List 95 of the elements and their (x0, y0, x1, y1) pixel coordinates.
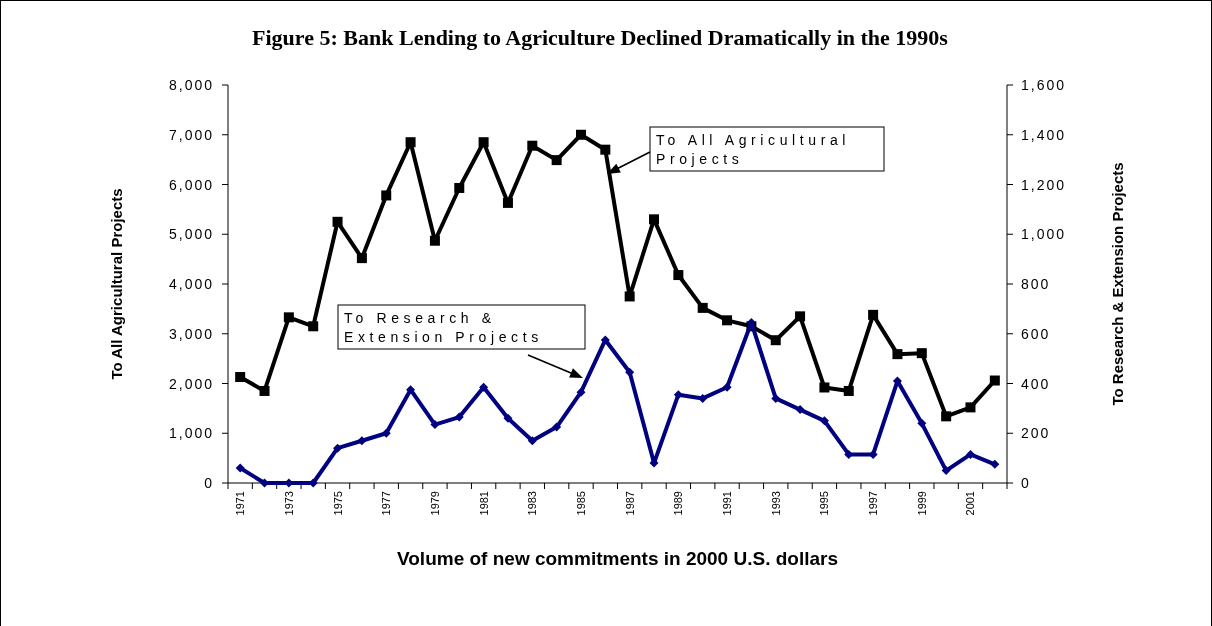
point (868, 309, 879, 320)
point (478, 137, 489, 148)
x-tick-label: 1987 (623, 491, 636, 516)
point (502, 197, 513, 208)
point (989, 375, 1000, 386)
point (551, 155, 562, 166)
point (259, 385, 270, 396)
x-tick-label: 1989 (672, 491, 685, 516)
x-tick-label: 1977 (380, 491, 393, 516)
point (381, 190, 392, 201)
point (770, 335, 781, 346)
point (819, 382, 830, 393)
point (795, 405, 805, 415)
x-tick-label: 1979 (428, 491, 441, 516)
y-tick-label: 6,000 (168, 176, 214, 193)
point (892, 349, 903, 360)
y2-tick-label: 200 (1021, 425, 1051, 442)
point (624, 291, 635, 302)
point (917, 418, 927, 428)
x-tick-label: 2001 (964, 491, 977, 516)
point (941, 466, 951, 476)
point (673, 390, 683, 400)
x-tick-label: 1975 (331, 491, 344, 516)
x-tick-label: 1985 (574, 491, 587, 516)
y-tick-label: 5,000 (168, 226, 214, 243)
x-tick-label: 1971 (234, 491, 247, 516)
point (356, 253, 367, 264)
x-tick-label: 1973 (282, 491, 295, 516)
y2-tick-label: 400 (1021, 375, 1051, 392)
y2-tick-label: 1,000 (1021, 226, 1067, 243)
x-tick-label: 1999 (915, 491, 928, 516)
x-axis-title: Volume of new commitments in 2000 U.S. dollars (397, 548, 838, 569)
point (429, 235, 440, 246)
point (916, 348, 927, 359)
point (625, 367, 635, 377)
y2-tick-label: 800 (1021, 276, 1051, 292)
point (454, 412, 464, 422)
point (795, 311, 806, 322)
y2-tick-label: 1,200 (1021, 176, 1067, 193)
point (843, 385, 854, 396)
point (941, 411, 952, 422)
y2-tick-label: 0 (1021, 475, 1031, 491)
point (308, 321, 319, 332)
point (454, 182, 465, 193)
point (576, 387, 586, 397)
point (283, 312, 294, 323)
point (235, 463, 245, 473)
point (965, 402, 976, 413)
point (649, 214, 660, 225)
point (235, 372, 246, 383)
point (673, 270, 684, 281)
y2-tick-label: 600 (1021, 325, 1051, 342)
y-tick-label: 2,000 (168, 375, 214, 392)
point (722, 382, 732, 392)
point (357, 436, 367, 446)
annotation: To Research & Extension Projects (344, 310, 543, 345)
x-tick-label: 1983 (526, 491, 539, 516)
point (503, 413, 513, 423)
point (697, 302, 708, 313)
point (600, 144, 611, 155)
y-tick-label: 4,000 (168, 276, 214, 292)
point (771, 393, 781, 403)
point (406, 385, 416, 395)
x-tick-label: 1991 (721, 491, 734, 516)
x-tick-label: 1993 (769, 491, 782, 516)
y2-axis-title: To Research & Extension Projects (1109, 162, 1126, 406)
point (575, 129, 586, 140)
chart-title: Figure 5: Bank Lending to Agriculture Declined Dramatically in the 1990s (252, 25, 949, 50)
point (965, 449, 975, 459)
point (479, 382, 489, 392)
point (698, 393, 708, 403)
point (527, 436, 537, 446)
x-tick-label: 1981 (477, 491, 490, 516)
y2-tick-label: 1,600 (1021, 77, 1067, 93)
point (332, 216, 343, 227)
y-tick-label: 7,000 (168, 126, 214, 143)
point (990, 459, 1000, 469)
x-tick-label: 1995 (818, 491, 831, 516)
x-tick-label: 1997 (867, 491, 880, 516)
y-tick-label: 1,000 (168, 425, 214, 442)
point (430, 420, 440, 430)
point (600, 335, 610, 345)
annotation: To All Agricultural Projects (656, 132, 851, 167)
point (333, 443, 343, 453)
y-tick-label: 8,000 (168, 77, 214, 93)
y2-tick-label: 1,400 (1021, 126, 1067, 143)
y-axis-title: To All Agricultural Projects (108, 188, 125, 380)
point (819, 416, 829, 426)
y-tick-label: 0 (204, 475, 214, 491)
point (527, 140, 538, 151)
point (405, 137, 416, 148)
point (722, 315, 733, 326)
point (552, 422, 562, 432)
point (381, 428, 391, 438)
y-tick-label: 3,000 (168, 325, 214, 342)
